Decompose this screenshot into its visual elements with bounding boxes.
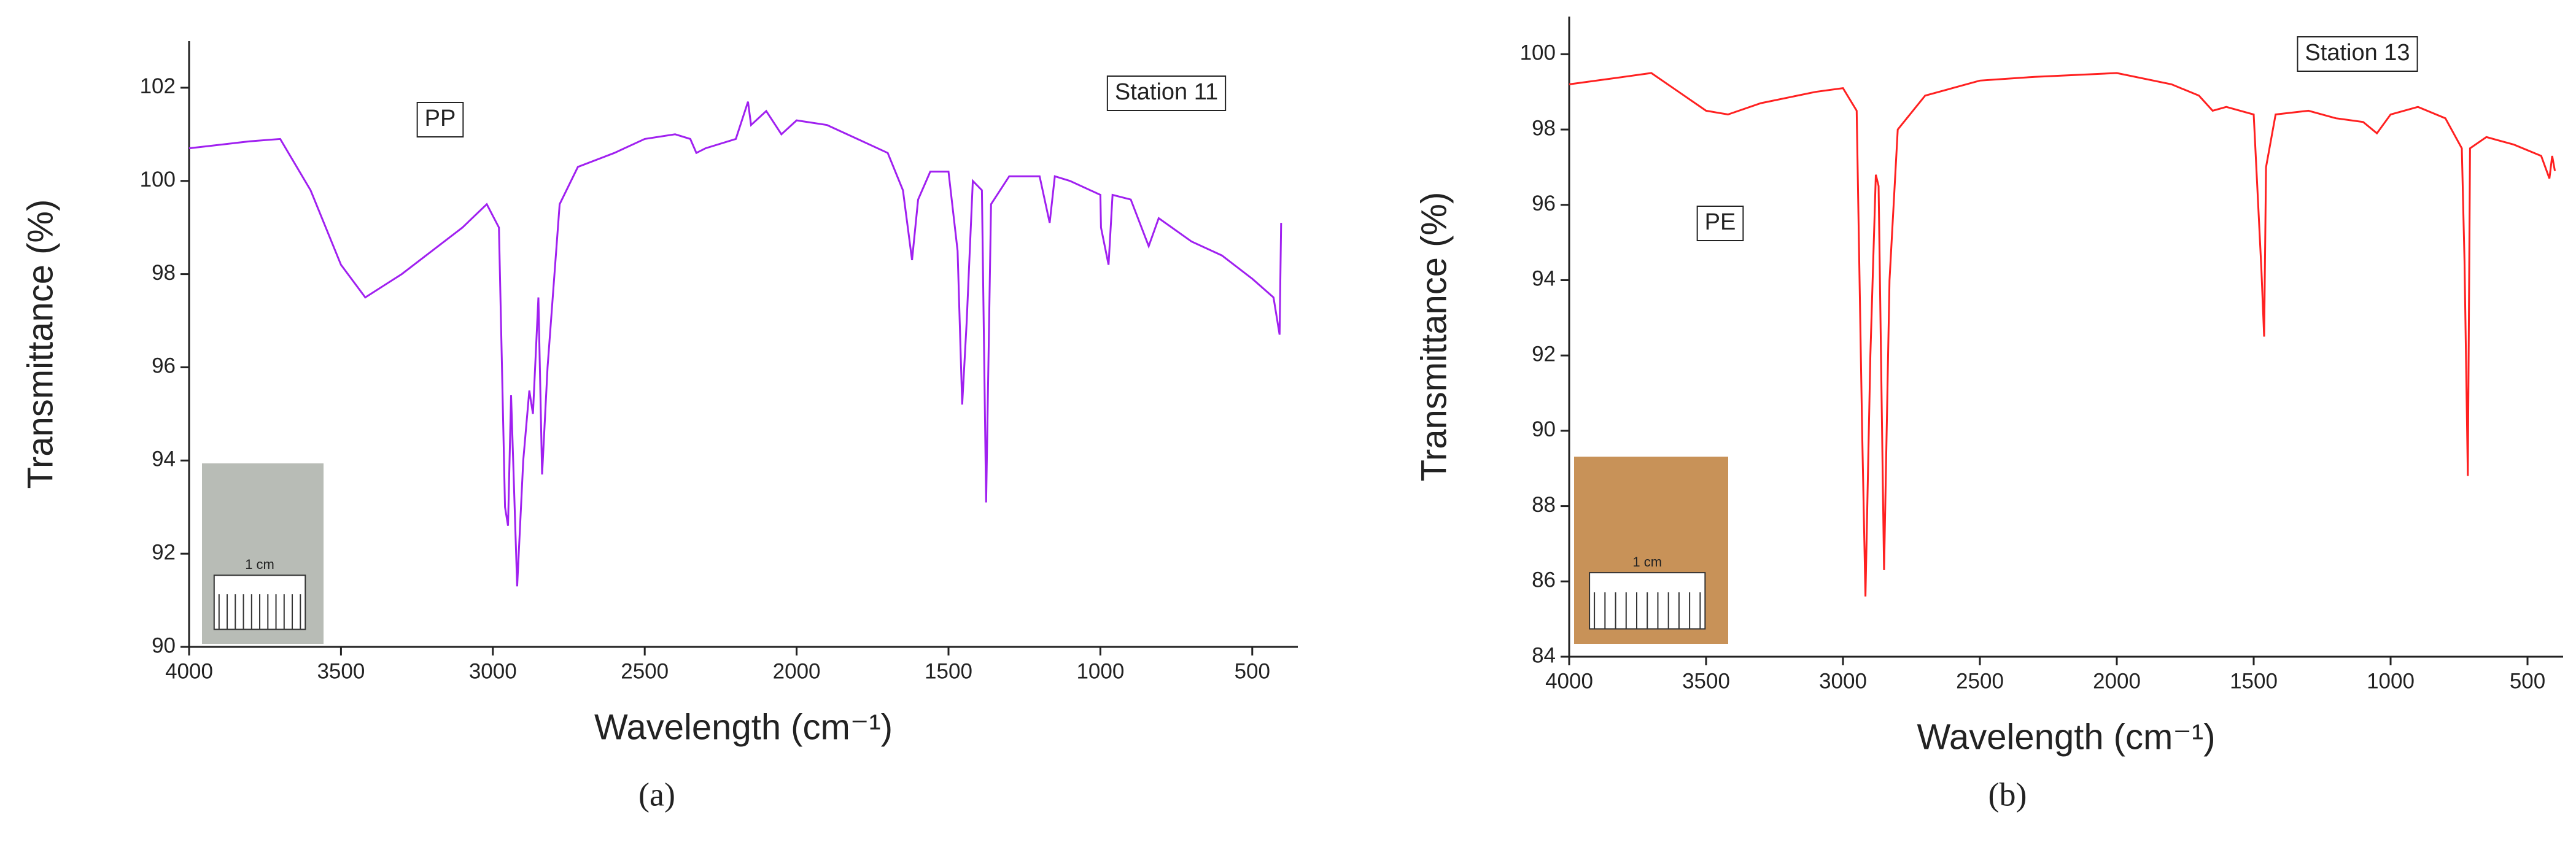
inset-label: 1 cm [1632, 554, 1662, 570]
y-tick-label: 102 [140, 74, 176, 98]
y-tick-label: 94 [152, 447, 176, 471]
inset-label: 1 cm [245, 557, 274, 572]
y-axis-label: Transmittance (%) [20, 199, 60, 489]
y-tick-label: 100 [140, 168, 176, 191]
x-tick-label: 500 [2510, 669, 2545, 693]
y-axis-label: Transmittance (%) [1414, 192, 1454, 482]
x-axis-label: Wavelength (cm⁻¹) [594, 707, 893, 747]
annotation-box [416, 102, 464, 137]
y-tick-label: 90 [1532, 417, 1556, 441]
y-tick-label: 92 [152, 540, 176, 564]
annotation: PE [1705, 209, 1736, 235]
x-tick-label: 2500 [1956, 669, 2004, 693]
x-axis-label: Wavelength (cm⁻¹) [1917, 717, 2215, 757]
y-tick-label: 98 [152, 261, 176, 285]
spectrum-line [188, 101, 1282, 587]
x-tick-label: 4000 [1545, 669, 1593, 693]
annotation-box [2297, 36, 2418, 72]
y-tick-label: 96 [152, 354, 176, 378]
annotation: Station 11 [1115, 79, 1218, 105]
annotation: PP [425, 106, 456, 131]
x-tick-label: 2000 [773, 659, 821, 683]
x-tick-label: 500 [1235, 659, 1270, 683]
x-tick-label: 3000 [1819, 669, 1867, 693]
y-tick-label: 90 [152, 633, 176, 657]
x-tick-label: 3500 [1682, 669, 1730, 693]
x-tick-label: 1500 [2230, 669, 2278, 693]
y-tick-label: 88 [1532, 493, 1556, 517]
x-tick-label: 4000 [165, 659, 213, 683]
annotation-box [1696, 206, 1744, 241]
spectrum-line [1569, 72, 2556, 597]
y-tick-label: 86 [1532, 568, 1556, 592]
annotation-box [1106, 75, 1227, 111]
x-tick-label: 1500 [925, 659, 972, 683]
x-tick-label: 1000 [2367, 669, 2415, 693]
x-tick-label: 3000 [469, 659, 517, 683]
y-tick-label: 96 [1532, 191, 1556, 215]
y-tick-label: 94 [1532, 267, 1556, 291]
y-tick-label: 92 [1532, 342, 1556, 366]
x-tick-label: 1000 [1076, 659, 1124, 683]
x-tick-label: 2500 [621, 659, 669, 683]
annotation: Station 13 [2305, 40, 2410, 66]
caption: (b) [1988, 776, 2027, 813]
y-tick-label: 84 [1532, 643, 1556, 667]
caption: (a) [638, 776, 675, 813]
y-tick-label: 100 [1520, 41, 1556, 65]
y-tick-label: 98 [1532, 116, 1556, 140]
x-tick-label: 2000 [2093, 669, 2141, 693]
x-tick-label: 3500 [317, 659, 365, 683]
